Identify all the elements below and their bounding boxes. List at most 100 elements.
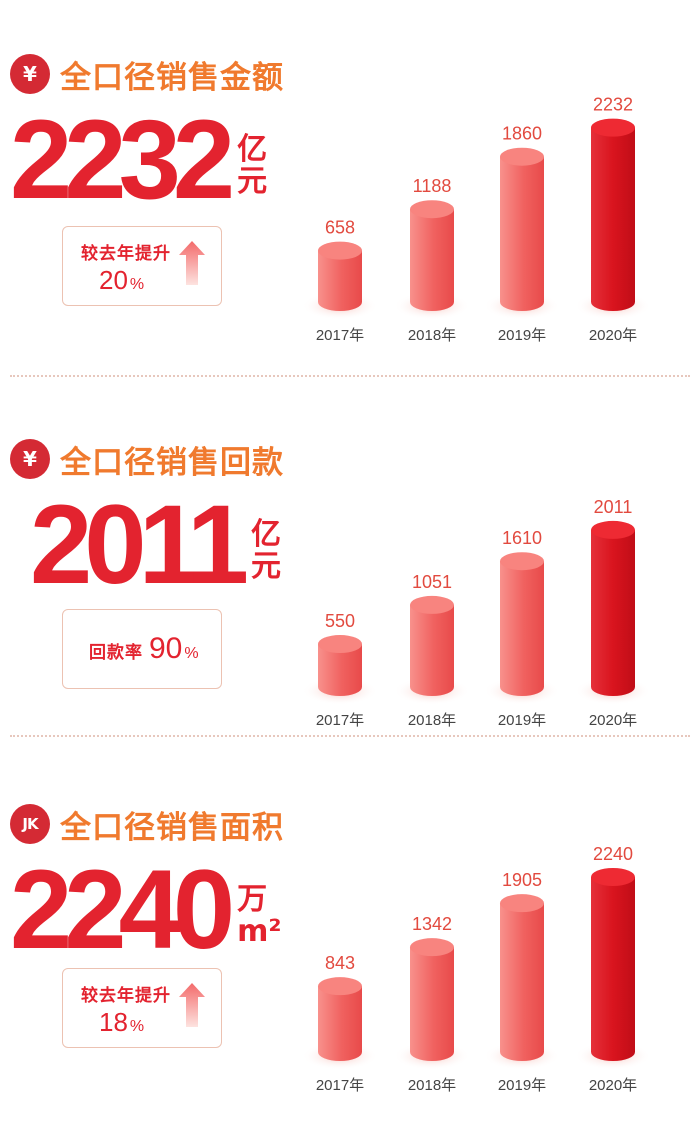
- headline-value: 2232: [10, 97, 235, 222]
- collection-rate-label: 回款率: [89, 643, 143, 663]
- bar-2019年: [484, 552, 560, 705]
- arrow-up-icon: [179, 983, 205, 1027]
- bar-chart-svg: 658 2017年 1188 2018年 1860 2019年 2232 2020年: [302, 95, 651, 344]
- growth-label: 较去年提升: [81, 244, 171, 264]
- bar-top: [500, 894, 544, 913]
- headline-unit: 亿 元: [251, 519, 291, 583]
- category-label: 2017年: [316, 327, 364, 344]
- category-label: 2019年: [498, 1077, 546, 1094]
- bar-chart: 658 2017年 1188 2018年 1860 2019年 2232 2020年: [290, 80, 670, 354]
- bar-value-label: 658: [325, 218, 355, 238]
- bar-body: [410, 209, 454, 311]
- bar-body: [500, 903, 544, 1061]
- unit-line-2: 元: [250, 549, 281, 584]
- growth-percent-sign: %: [129, 1018, 145, 1035]
- category-label: 2017年: [316, 712, 364, 729]
- category-label: 2020年: [589, 1077, 637, 1094]
- category-label: 2019年: [498, 327, 546, 344]
- category-label: 2018年: [408, 1077, 456, 1094]
- growth-number: 20: [99, 265, 128, 295]
- bar-value-label: 1905: [502, 870, 542, 890]
- bar-body: [500, 156, 544, 311]
- section-divider: [10, 735, 690, 737]
- section-title-row: ¥ 全口径销售回款: [10, 439, 284, 481]
- bar-chart-svg: 550 2017年 1051 2018年 1610 2019年 2011 2020年: [302, 497, 651, 729]
- bar-value-label: 1188: [413, 176, 452, 196]
- bar-2020年: [575, 868, 651, 1070]
- category-label: 2018年: [408, 327, 456, 344]
- bar-body: [500, 561, 544, 696]
- headline-figure: 2240 万 m²: [10, 847, 282, 972]
- unit-line-1: 亿: [237, 132, 268, 167]
- section-title: 全口径销售回款: [60, 444, 284, 481]
- bar-top: [591, 520, 635, 539]
- bar-top: [500, 552, 544, 571]
- growth-value: 18%: [99, 1007, 144, 1038]
- headline-value: 2240: [10, 847, 235, 972]
- category-label: 2020年: [589, 327, 637, 344]
- category-label: 2019年: [498, 712, 546, 729]
- category-label: 2020年: [589, 712, 637, 729]
- growth-number: 18: [99, 1007, 128, 1037]
- section-sales-collection: ¥ 全口径销售回款 2011 亿 元 回款率 90 % 550 2017年 1051…: [0, 425, 700, 770]
- bar-top: [500, 147, 544, 166]
- bar-value-label: 843: [325, 953, 355, 973]
- bar-top: [410, 938, 454, 957]
- collection-rate-percent-sign: %: [184, 645, 199, 662]
- category-label: 2017年: [316, 1077, 364, 1094]
- headline-value: 2011: [30, 482, 249, 607]
- category-label: 2018年: [408, 712, 456, 729]
- bar-chart-svg: 843 2017年 1342 2018年 1905 2019年 2240 2020年: [302, 844, 651, 1094]
- headline-figure: 2011 亿 元: [30, 489, 291, 601]
- bar-2017年: [302, 241, 378, 320]
- bar-2020年: [575, 118, 651, 320]
- bar-body: [318, 986, 362, 1061]
- bar-2018年: [394, 595, 470, 705]
- growth-value: 20%: [99, 265, 144, 296]
- jk-logo-icon: JK: [10, 804, 50, 844]
- section-title: 全口径销售金额: [60, 59, 284, 96]
- bar-2018年: [394, 200, 470, 320]
- unit-line-2: m²: [237, 914, 282, 949]
- collection-rate-box: 回款率 90 %: [62, 609, 222, 689]
- growth-box: 较去年提升 20%: [62, 226, 222, 306]
- bar-top: [591, 118, 635, 137]
- section-title-row: JK 全口径销售面积: [10, 804, 284, 846]
- bar-top: [318, 635, 362, 654]
- collection-rate-value: 90: [149, 632, 183, 665]
- bar-value-label: 550: [325, 611, 355, 631]
- bar-2020年: [575, 520, 651, 705]
- arrow-up-icon: [179, 241, 205, 285]
- bar-top: [410, 200, 454, 219]
- bar-body: [591, 529, 635, 696]
- growth-label: 较去年提升: [81, 986, 171, 1006]
- headline-figure: 2232 亿 元: [10, 104, 277, 216]
- section-sales-area: JK 全口径销售面积 2240 万 m² 较去年提升 18% 843 2017年 1…: [0, 790, 700, 1135]
- section-title-row: ¥ 全口径销售金额: [10, 54, 284, 96]
- bar-body: [591, 127, 635, 311]
- bar-body: [591, 877, 635, 1061]
- yen-icon: ¥: [10, 54, 50, 94]
- bar-top: [318, 977, 362, 996]
- bar-2017年: [302, 977, 378, 1070]
- section-sales-amount: ¥ 全口径销售金额 2232 亿 元 较去年提升 20% 658 2017年 118…: [0, 40, 700, 385]
- bar-2019年: [484, 147, 560, 320]
- bar-value-label: 2011: [594, 497, 633, 517]
- unit-line-1: 万: [237, 882, 268, 917]
- bar-top: [318, 241, 362, 260]
- bar-2017年: [302, 635, 378, 705]
- bar-value-label: 1860: [502, 124, 542, 144]
- unit-line-1: 亿: [250, 517, 281, 552]
- section-title: 全口径销售面积: [60, 809, 284, 846]
- yen-icon: ¥: [10, 439, 50, 479]
- unit-line-2: 元: [237, 164, 268, 199]
- bar-body: [410, 604, 454, 696]
- section-divider: [10, 375, 690, 377]
- headline-unit: 万 m²: [237, 882, 282, 949]
- bar-value-label: 2232: [593, 95, 633, 115]
- headline-unit: 亿 元: [237, 134, 277, 198]
- bar-2018年: [394, 938, 470, 1070]
- growth-percent-sign: %: [129, 276, 145, 293]
- growth-box: 较去年提升 18%: [62, 968, 222, 1048]
- bar-chart: 550 2017年 1051 2018年 1610 2019年 2011 2020年: [290, 465, 670, 739]
